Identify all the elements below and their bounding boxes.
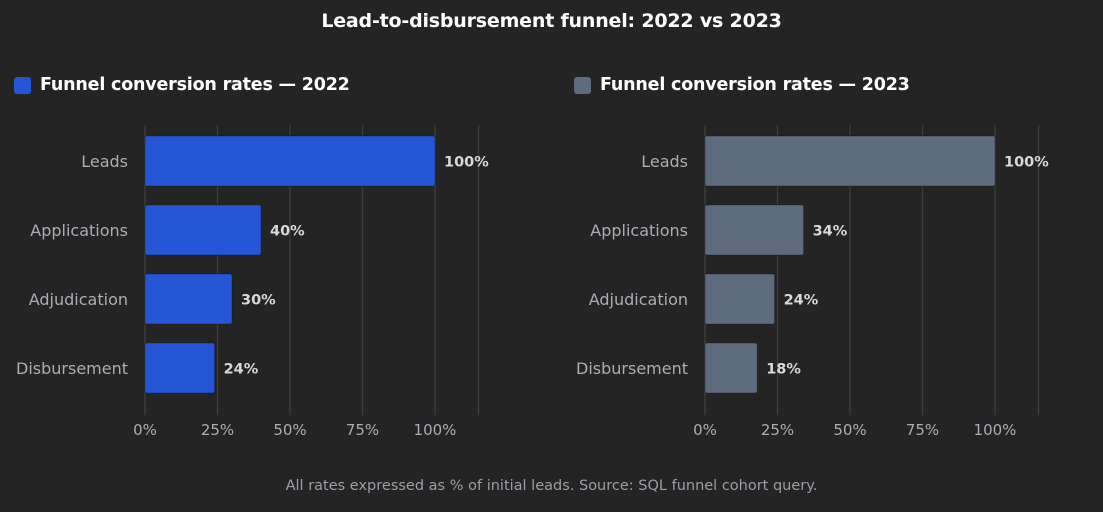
x-tick-label: 100% [974,421,1017,439]
category-label-leads: Leads [81,152,128,171]
bar-adjudication-2023 [704,273,776,325]
panel-title-2023: Funnel conversion rates — 2023 [574,73,910,97]
x-tick-label: 50% [273,421,306,439]
x-tick-label: 50% [833,421,866,439]
data-label-adjudication-2023: 24% [784,293,819,309]
bar-disbursement-2022 [144,342,216,394]
data-label-disbursement-2022: 24% [224,362,259,378]
category-label-applications: Applications [30,221,128,240]
bar-chart-2023: Leads 100% Applications 34% Adjudication 24% D… [576,125,1049,439]
panel-title-2023-text: Funnel conversion rates — 2023 [600,75,910,95]
x-tick-label: 25% [201,421,234,439]
panel-title-2022: Funnel conversion rates — 2022 [14,73,350,97]
data-label-adjudication-2022: 30% [241,293,276,309]
data-label-disbursement-2023: 18% [766,362,801,378]
x-tick-label: 0% [133,421,157,439]
data-label-applications-2023: 34% [813,224,848,240]
category-label-adjudication: Adjudication [589,290,688,309]
x-tick-label: 100% [414,421,457,439]
bar-leads-2022 [144,135,436,187]
legend-swatch-2022 [14,76,31,94]
x-tick-label: 25% [761,421,794,439]
data-label-applications-2022: 40% [270,224,305,240]
legend-swatch-2023 [574,76,591,94]
bar-leads-2023 [704,135,996,187]
category-label-applications: Applications [590,221,688,240]
category-label-disbursement: Disbursement [16,359,128,378]
bar-applications-2022 [144,204,262,256]
category-label-disbursement: Disbursement [576,359,688,378]
bar-chart-2022: Leads 100% Applications 40% Adjudication 30% D… [16,125,489,439]
bar-adjudication-2022 [144,273,233,325]
data-label-leads-2023: 100% [1004,155,1049,171]
x-tick-label: 75% [906,421,939,439]
panel-title-2022-text: Funnel conversion rates — 2022 [40,75,350,95]
category-label-adjudication: Adjudication [29,290,128,309]
x-tick-label: 0% [693,421,717,439]
bar-disbursement-2023 [704,342,758,394]
x-tick-label: 75% [346,421,379,439]
category-label-leads: Leads [641,152,688,171]
footnote: All rates expressed as % of initial lead… [285,478,818,494]
bar-applications-2023 [704,204,805,256]
main-title: Lead-to-disbursement funnel: 2022 vs 202… [321,10,782,32]
data-label-leads-2022: 100% [444,155,489,171]
